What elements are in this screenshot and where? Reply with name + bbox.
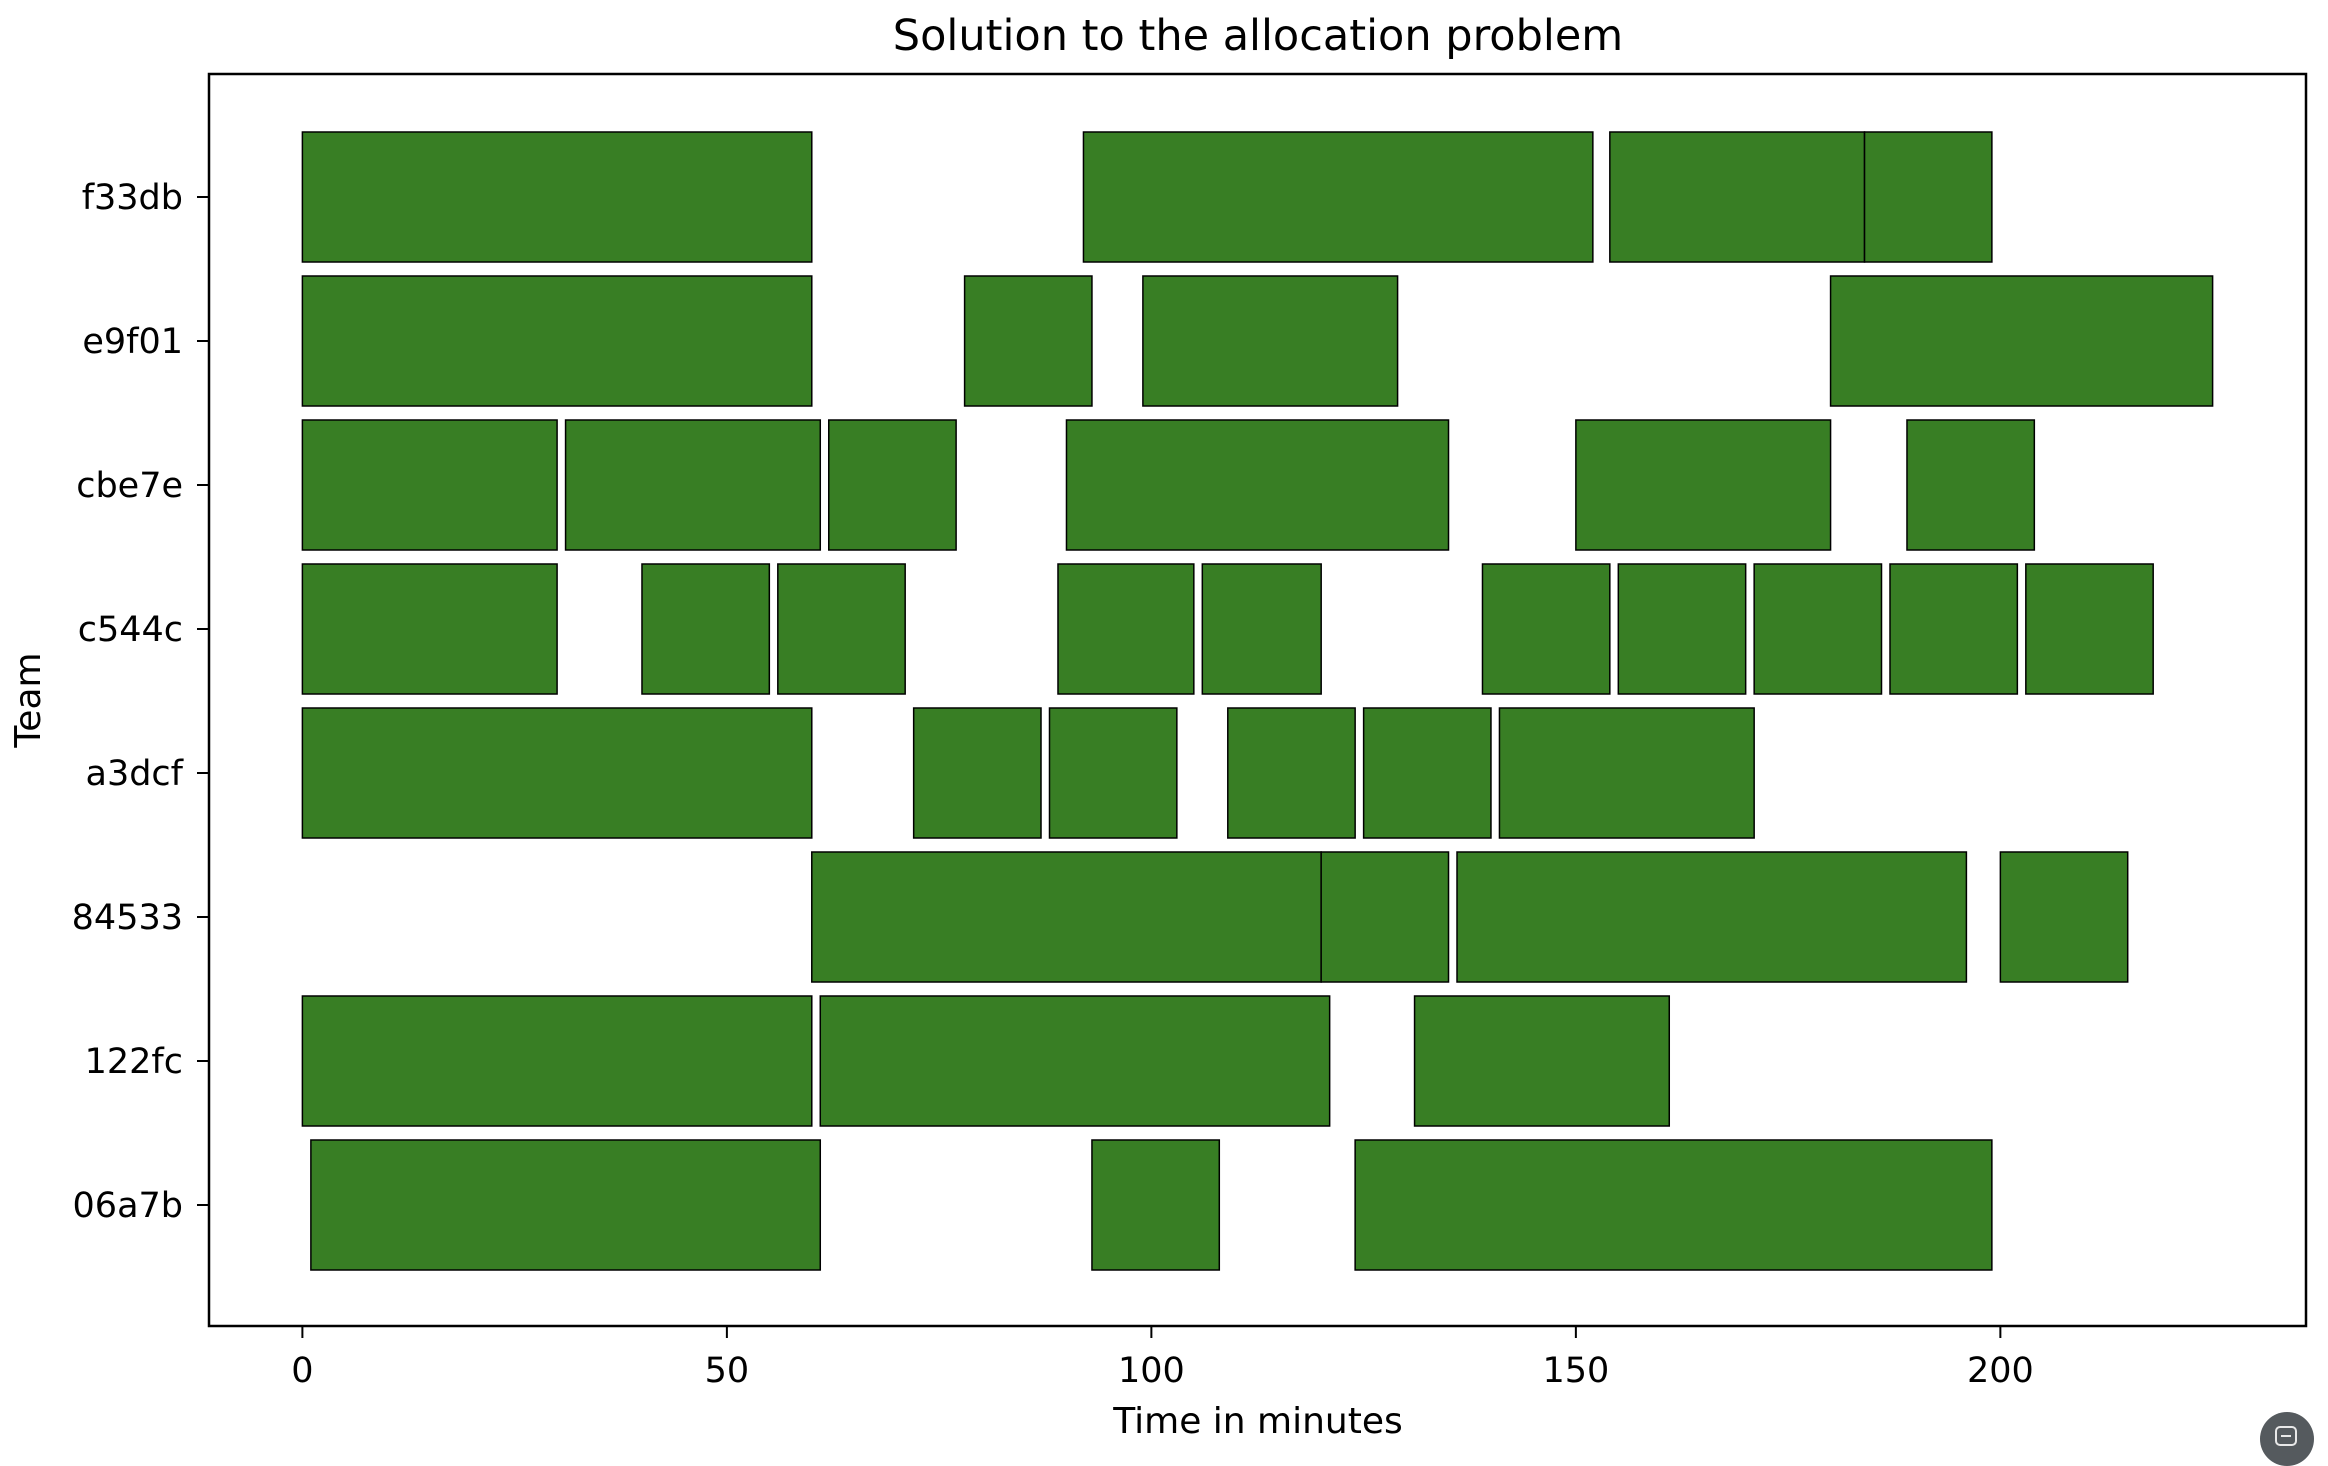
y-axis: f33db e9f01 cbe7e c544c a3dcf 84533 122fc 06a7b (72, 178, 209, 1226)
task-bar-c544c-17 (1057, 563, 1195, 695)
task-bar-a3dcf-26 (1048, 707, 1178, 839)
task-bar-c544c-14 (301, 563, 558, 695)
y-tick-label-c544c: c544c (78, 610, 183, 650)
x-tick-label-200: 200 (1967, 1351, 2034, 1391)
task-bar-122fc-36 (1413, 995, 1671, 1127)
task-bar-e9f01-4 (301, 275, 813, 407)
screenshot-icon (2275, 1426, 2297, 1446)
task-bar-e9f01-6 (1142, 275, 1399, 407)
x-tick-label-0: 0 (291, 1351, 313, 1391)
x-tick-label-50: 50 (705, 1351, 750, 1391)
task-bar-cbe7e-10 (828, 419, 957, 551)
y-tick-label-84533: 84533 (72, 898, 183, 938)
task-bar-06a7b-39 (1354, 1139, 1993, 1271)
y-tick-label-f33db: f33db (82, 178, 183, 218)
task-bar-e9f01-7 (1829, 275, 2214, 407)
bars-layer (301, 131, 2214, 1271)
x-tick-label-150: 150 (1542, 1351, 1609, 1391)
screenshot-button[interactable] (2260, 1412, 2314, 1466)
task-bar-c544c-21 (1753, 563, 1883, 695)
y-tick-label-122fc: 122fc (85, 1042, 183, 1082)
task-bar-c544c-15 (641, 563, 771, 695)
task-bar-c544c-16 (777, 563, 906, 695)
task-bar-84533-31 (1320, 851, 1450, 983)
task-bar-c544c-22 (1889, 563, 2019, 695)
y-tick-label-a3dcf: a3dcf (86, 754, 184, 794)
task-bar-06a7b-37 (310, 1139, 822, 1271)
task-bar-cbe7e-12 (1575, 419, 1832, 551)
chart-title: Solution to the allocation problem (893, 11, 1623, 61)
task-bar-06a7b-38 (1091, 1139, 1221, 1271)
y-tick-label-e9f01: e9f01 (82, 322, 183, 362)
task-bar-f33db-1 (1082, 131, 1594, 263)
task-bar-a3dcf-25 (912, 707, 1042, 839)
y-tick-label-06a7b: 06a7b (73, 1186, 183, 1226)
task-bar-cbe7e-8 (301, 419, 558, 551)
task-bar-cbe7e-11 (1065, 419, 1450, 551)
task-bar-84533-30 (811, 851, 1322, 983)
task-bar-84533-33 (1999, 851, 2129, 983)
task-bar-c544c-23 (2025, 563, 2154, 695)
task-bar-c544c-18 (1201, 563, 1322, 695)
x-axis-title: Time in minutes (1112, 1401, 1403, 1442)
task-bar-cbe7e-9 (564, 419, 822, 551)
task-bar-84533-32 (1456, 851, 1968, 983)
plot-frame (207, 72, 2308, 1328)
task-bar-f33db-2 (1609, 131, 1866, 263)
task-bar-a3dcf-28 (1362, 707, 1492, 839)
task-bar-122fc-34 (301, 995, 813, 1127)
task-bar-c544c-20 (1617, 563, 1747, 695)
task-bar-f33db-3 (1863, 131, 1993, 263)
task-bar-f33db-0 (301, 131, 813, 263)
x-tick-label-100: 100 (1118, 1351, 1185, 1391)
task-bar-cbe7e-13 (1906, 419, 2036, 551)
task-bar-a3dcf-27 (1227, 707, 1356, 839)
task-bar-122fc-35 (819, 995, 1331, 1127)
y-axis-title: Team (8, 652, 49, 748)
y-tick-label-cbe7e: cbe7e (76, 466, 183, 506)
task-bar-a3dcf-29 (1498, 707, 1755, 839)
task-bar-c544c-19 (1481, 563, 1611, 695)
task-bar-a3dcf-24 (301, 707, 813, 839)
task-bar-e9f01-5 (963, 275, 1093, 407)
x-axis: 0 50 100 150 200 (291, 1326, 2034, 1391)
